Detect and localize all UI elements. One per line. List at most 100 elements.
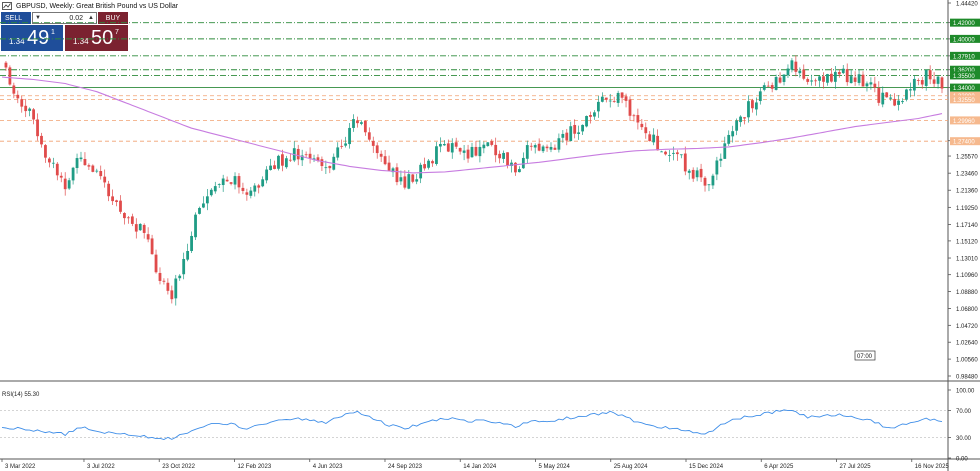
candle-body xyxy=(565,132,569,141)
candle-body xyxy=(59,175,63,178)
candle-body xyxy=(494,144,498,156)
price-tick-label: 1.06800 xyxy=(956,307,978,313)
candle-body xyxy=(233,176,237,185)
candle-body xyxy=(95,170,99,172)
resistance-level-label: 1.37910 xyxy=(953,54,975,60)
time-tick-label: 25 Aug 2024 xyxy=(614,464,648,470)
candle-body xyxy=(600,96,604,102)
price-tick-label: 1.19250 xyxy=(956,206,978,212)
candle-body xyxy=(865,83,869,87)
rsi-tick-label: 70.00 xyxy=(956,409,972,415)
candle-body xyxy=(845,69,849,83)
buy-button[interactable]: BUY xyxy=(98,12,128,24)
candle-body xyxy=(652,134,656,143)
candle-body xyxy=(225,179,229,182)
candle-body xyxy=(229,182,233,184)
candle-body xyxy=(802,69,806,79)
candle-body xyxy=(806,79,810,82)
candle-body xyxy=(869,82,873,85)
candle-body xyxy=(245,192,249,195)
candle-body xyxy=(640,123,644,128)
price-tick-label: 1.13010 xyxy=(956,257,978,263)
candle-body xyxy=(395,167,399,183)
candle-body xyxy=(873,83,877,88)
candle-body xyxy=(889,97,893,99)
candle-body xyxy=(130,216,134,224)
candle-body xyxy=(537,143,541,151)
candle-body xyxy=(221,178,225,186)
candle-body xyxy=(719,158,723,161)
rsi-tick-label: 100.00 xyxy=(956,389,975,395)
candle-body xyxy=(699,168,703,178)
candle-body xyxy=(281,154,284,166)
candle-body xyxy=(304,154,308,156)
candle-body xyxy=(134,224,138,232)
candle-body xyxy=(727,134,731,144)
candle-body xyxy=(936,76,940,84)
candle-body xyxy=(916,80,920,81)
candle-body xyxy=(261,179,265,187)
moving-average-line xyxy=(1,76,943,174)
candle-body xyxy=(833,71,837,82)
candle-body xyxy=(71,167,75,181)
candle-body xyxy=(490,141,494,145)
chevron-up-icon[interactable]: ▲ xyxy=(88,15,94,21)
candle-body xyxy=(16,94,20,99)
candle-body xyxy=(786,68,790,76)
candle-body xyxy=(40,135,43,145)
candle-body xyxy=(423,164,427,169)
candle-body xyxy=(178,275,182,279)
time-tick-label: 15 Dec 2024 xyxy=(689,464,724,470)
candle-body xyxy=(920,80,924,85)
candle-body xyxy=(675,152,679,155)
resistance-level-label: 1.34000 xyxy=(953,86,975,92)
candle-body xyxy=(328,165,332,169)
price-tick-label: 1.15120 xyxy=(956,239,978,245)
candle-body xyxy=(928,70,932,80)
candle-body xyxy=(320,159,324,167)
candle-body xyxy=(75,158,79,169)
candle-body xyxy=(529,145,533,147)
candle-body xyxy=(466,149,470,159)
candle-body xyxy=(648,134,652,142)
candle-body xyxy=(442,144,446,146)
price-tick-label: 1.21360 xyxy=(956,189,978,195)
candle-body xyxy=(158,272,162,281)
candle-body xyxy=(12,85,16,94)
support-level-tag xyxy=(950,116,980,125)
sell-price[interactable]: 1.34 49 1 xyxy=(1,25,63,51)
candle-body xyxy=(63,178,67,190)
candle-body xyxy=(312,158,316,160)
candle-body xyxy=(91,165,95,172)
candle-body xyxy=(103,176,107,183)
quantity-input[interactable]: ▼ 0.02 ▲ xyxy=(32,12,97,24)
resistance-level-tag xyxy=(950,51,980,60)
candle-body xyxy=(111,196,114,202)
sell-button[interactable]: SELL xyxy=(1,12,31,24)
candle-body xyxy=(28,108,32,111)
candle-body xyxy=(857,74,861,83)
candle-body xyxy=(431,161,434,164)
candle-body xyxy=(352,119,355,128)
candle-body xyxy=(632,115,636,117)
buy-price[interactable]: 1.34 50 7 xyxy=(65,25,128,51)
candle-body xyxy=(636,115,640,123)
candle-body xyxy=(170,290,174,300)
candle-body xyxy=(375,145,379,154)
candle-body xyxy=(510,162,513,166)
candle-body xyxy=(909,89,912,91)
chevron-down-icon[interactable]: ▼ xyxy=(35,15,41,21)
support-level-tag xyxy=(950,95,980,104)
candle-body xyxy=(399,177,403,182)
candle-body xyxy=(435,146,438,164)
candle-body xyxy=(115,200,118,203)
candle-body xyxy=(20,99,24,107)
candle-body xyxy=(596,101,600,112)
candle-body xyxy=(474,146,478,156)
candle-body xyxy=(589,115,592,117)
candle-body xyxy=(541,146,545,152)
candle-body xyxy=(387,162,391,171)
candle-body xyxy=(810,80,814,82)
candle-body xyxy=(766,85,770,87)
